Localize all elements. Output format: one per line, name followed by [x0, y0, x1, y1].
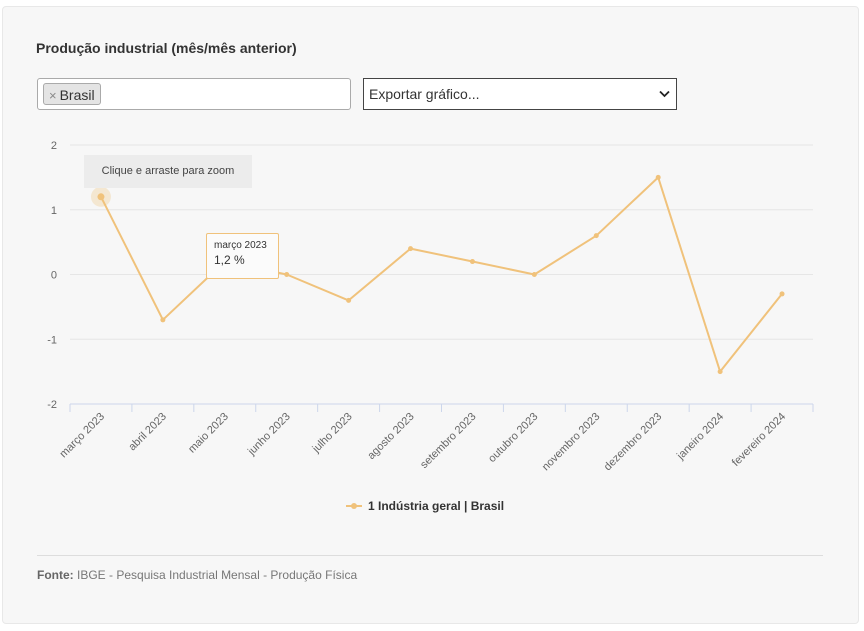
- x-tick-label: outubro 2023: [486, 411, 540, 465]
- export-select-label: Exportar gráfico...: [369, 86, 480, 102]
- x-tick-label: setembro 2023: [418, 411, 478, 471]
- tooltip-value: 1,2 %: [214, 253, 245, 267]
- chart-title: Produção industrial (mês/mês anterior): [36, 40, 297, 56]
- location-tag: × Brasil: [43, 83, 101, 105]
- source-text: IBGE - Pesquisa Industrial Mensal - Prod…: [77, 568, 358, 582]
- data-point: [408, 246, 414, 252]
- data-point: [717, 369, 723, 375]
- data-point: [593, 233, 599, 239]
- source-label: Fonte:: [37, 568, 74, 582]
- x-tick-label: agosto 2023: [365, 411, 416, 462]
- y-tick-label: 1: [51, 205, 57, 217]
- x-tick-label: março 2023: [58, 411, 108, 461]
- x-tick-label: dezembro 2023: [602, 411, 665, 474]
- x-tick-label: janeiro 2024: [674, 411, 726, 463]
- tag-remove-icon[interactable]: ×: [49, 88, 57, 103]
- chevron-down-icon: [659, 90, 670, 98]
- data-point: [779, 291, 785, 297]
- tooltip-date: março 2023: [214, 240, 267, 251]
- x-tick-label: fevereiro 2024: [730, 411, 788, 469]
- data-point: [531, 272, 537, 277]
- chart-tooltip: março 2023 1,2 %: [206, 233, 279, 279]
- data-point: [284, 272, 290, 277]
- x-tick-label: julho 2023: [310, 411, 355, 456]
- x-tick-label: junho 2023: [245, 411, 293, 459]
- export-chart-select[interactable]: Exportar gráfico...: [363, 78, 677, 110]
- y-tick-label: 2: [51, 140, 57, 152]
- tag-label: Brasil: [59, 87, 95, 103]
- legend-marker: [351, 503, 357, 509]
- data-point: [97, 193, 105, 201]
- footer-divider: [37, 555, 823, 556]
- source-note: Fonte: IBGE - Pesquisa Industrial Mensal…: [37, 568, 357, 582]
- data-point: [346, 297, 352, 303]
- y-tick-label: -2: [47, 399, 57, 411]
- zoom-hint: Clique e arraste para zoom: [84, 155, 252, 188]
- x-tick-label: abril 2023: [126, 411, 169, 454]
- x-tick-label: maio 2023: [186, 411, 231, 456]
- y-tick-label: -1: [47, 334, 57, 346]
- y-tick-label: 0: [51, 270, 57, 282]
- data-point: [160, 317, 166, 323]
- data-point: [469, 259, 475, 265]
- location-tag-select[interactable]: × Brasil: [37, 78, 351, 110]
- legend-item[interactable]: 1 Indústria geral | Brasil: [368, 499, 504, 513]
- data-point: [655, 174, 661, 180]
- x-tick-label: novembro 2023: [540, 411, 603, 474]
